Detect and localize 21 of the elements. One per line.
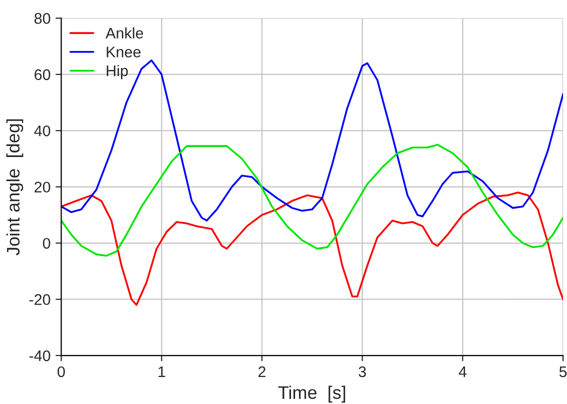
legend-label: Hip [106,64,128,80]
x-axis-title: Time [s] [278,386,346,403]
x-tick-label: 2 [258,366,266,378]
x-tick-label: 0 [58,366,65,378]
y-tick-label: 0 [42,238,50,249]
y-tick-label: -40 [29,350,50,362]
line-series [61,144,564,257]
legend-label: Knee [106,46,141,58]
x-tick-label: 4 [458,366,466,378]
y-tick-label: 80 [34,13,50,24]
y-tick-label: 40 [34,125,50,136]
y-tick-label: -20 [29,294,50,305]
x-tick-label: 1 [158,366,166,378]
line-series [61,59,564,222]
legend-label: Ankle [106,27,144,39]
x-tick-label: 5 [559,366,567,378]
line-series [61,192,564,306]
y-axis-title: Joint angle [deg] [6,119,24,256]
y-tick-label: 20 [34,182,50,193]
x-tick-label: 3 [358,366,366,378]
y-tick-label: 60 [34,69,50,80]
